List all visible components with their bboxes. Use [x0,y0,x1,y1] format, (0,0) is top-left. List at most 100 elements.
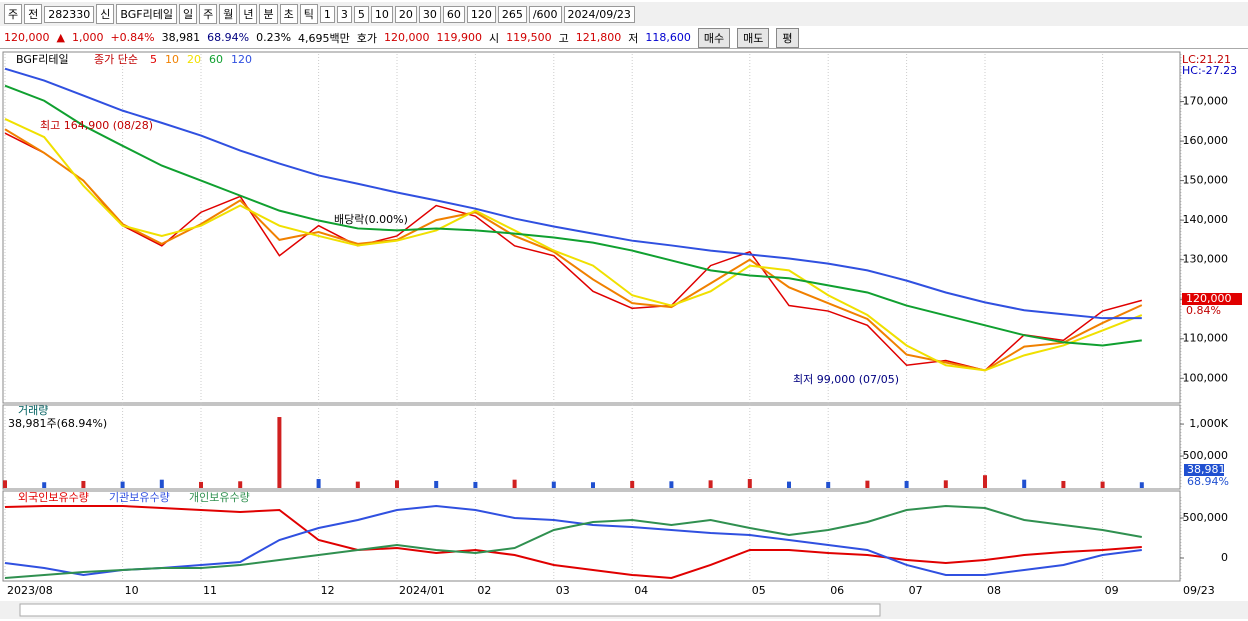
toolbar-item[interactable]: 신 [96,4,115,24]
volume-bar [1100,481,1105,488]
info-text: 119,900 [436,31,483,44]
x-tick-label: 2023/08 [7,584,53,597]
info-text: 120,000 [384,31,430,44]
toolbar-item[interactable]: 초 [279,4,298,24]
info-text: 4,695백만 [298,31,350,45]
volume-bar [159,479,164,488]
volume-panel [2,404,1181,490]
legend-entry: 개인보유수량 [189,491,250,504]
legend-entry: 120 [231,53,252,66]
info-text: +0.84% [110,31,155,44]
y-tick-label: 160,000 [1183,134,1229,147]
toolbar-item[interactable]: 분 [259,4,278,24]
toolbar-item[interactable]: 120 [466,5,496,23]
volume-bar [747,479,752,488]
scroll-track[interactable] [19,603,881,617]
volume-bar [199,481,203,488]
x-tick-label: 08 [987,584,1001,597]
toolbar-item[interactable]: 일 [178,4,198,24]
x-tick-label: 2024/01 [399,584,445,597]
volume-bar [395,480,399,488]
order-button[interactable]: 매수 [697,27,731,48]
toolbar-item[interactable]: 60 [442,5,465,23]
volume-bar [512,479,517,488]
annotation: 배당락(0.00%) [334,213,408,226]
info-text: 0.23% [256,31,292,44]
toolbar-item[interactable]: 265 [497,5,527,23]
info-text: 121,800 [575,31,622,44]
volume-bar [42,482,47,488]
lc-label: LC:21.21 [1182,53,1231,66]
x-tick-label: 06 [830,584,844,597]
price-panel [2,51,1181,404]
series-line [4,132,1142,372]
toolbar: 주 전 282330 신 BGF리테일 일 주 월 년 분 초 틱 1 3 5 10 20 30 60 120 265/… [0,2,1248,26]
legend-entry: 20 [187,53,201,66]
volume-bar [120,481,125,488]
x-tick-label: 09 [1105,584,1119,597]
legend-entry: 10 [165,53,179,66]
toolbar-item[interactable]: 주 [199,4,218,24]
info-text: 고 [558,31,569,45]
volume-bar [434,480,439,488]
volume-bar [630,480,635,488]
y-tick-label: 100,000 [1183,371,1229,384]
volume-bar [826,481,831,488]
info-text: 120,000 [4,31,50,44]
annotation: 최고 164,900 (08/28) [40,119,153,132]
volume-bar [551,481,556,488]
series-line [4,505,1142,580]
toolbar-item[interactable]: 주 [4,4,23,24]
info-text: 저 [628,31,639,45]
info-text: 호가 [356,31,378,45]
series-line [4,504,1142,579]
volume-bar [1061,480,1066,488]
volume-bar [3,480,7,488]
series-line [4,84,1142,347]
volume-pct: 68.94% [1187,475,1229,488]
x-tick-label: 10 [125,584,139,597]
volume-bar [787,481,791,488]
chart-subtitle: 종가 단순 [94,53,138,66]
order-button[interactable]: 매도 [737,27,770,48]
x-tick-label: 03 [556,584,570,597]
x-tick-label: 04 [634,584,648,597]
legend-entry: 외국인보유수량 [18,491,89,504]
toolbar-item[interactable]: 전 [24,4,43,24]
volume-bar [277,417,282,488]
info-text: 시 [489,31,500,45]
y-tick-label: 130,000 [1183,253,1229,266]
toolbar-item[interactable]: 월 [219,4,238,24]
toolbar-item[interactable]: 30 [418,5,441,23]
series-line [4,504,1142,576]
x-tick-label: 09/23 [1183,584,1215,597]
toolbar-item[interactable]: BGF리테일 [116,4,177,24]
y-tick-label: 140,000 [1183,213,1229,226]
x-tick-label: 02 [477,584,491,597]
legend-entry: 5 [150,53,157,66]
chart-title: BGF리테일 [16,52,69,66]
legend-entry: 60 [209,53,223,66]
toolbar-item[interactable]: /600 [528,5,562,23]
toolbar-item[interactable]: 틱 [299,4,318,24]
toolbar-item[interactable]: 년 [239,4,258,24]
volume-bar [355,481,360,488]
info-text: ▲ [56,31,65,44]
volume-bar [473,481,478,488]
y-tick-label: 170,000 [1183,95,1229,108]
toolbar-item[interactable]: 10 [370,5,393,23]
toolbar-item[interactable]: 282330 [44,5,95,23]
toolbar-item[interactable]: 20 [394,5,417,23]
volume-bar [904,480,909,488]
toolbar-item[interactable]: 3 [336,5,352,23]
toolbar-item[interactable]: 5 [353,5,369,23]
order-button[interactable]: 평 [776,27,799,48]
panel-subtitle: 38,981주(68.94%) [8,417,107,430]
y-tick-label: 0 [1221,551,1228,564]
info-text: 68.94% [207,31,250,44]
x-tick-label: 05 [752,584,766,597]
toolbar-item[interactable]: 1 [319,5,335,23]
x-tick-label: 07 [909,584,923,597]
toolbar-item[interactable]: 2024/09/23 [563,5,635,23]
